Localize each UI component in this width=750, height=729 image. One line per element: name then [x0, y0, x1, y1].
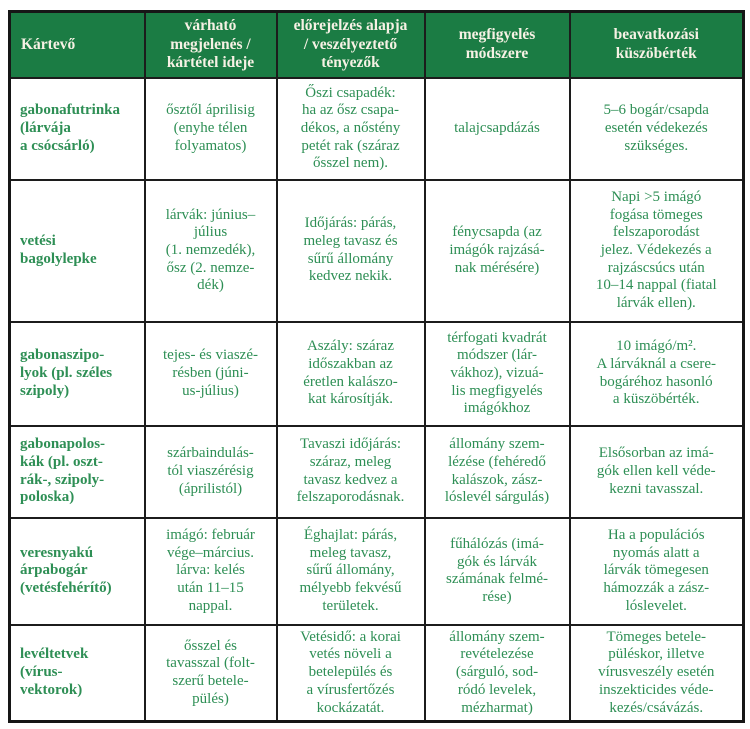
timing-cell: lárvák: június– július (1. nemzedék), ős…	[143, 178, 278, 323]
threshold-cell: Tömeges betele- püléskor, illetve vírusv…	[568, 623, 745, 723]
pest-name-cell: levéltetvek (vírus- vektorok)	[8, 623, 146, 723]
threshold-cell: 5–6 bogár/csapda esetén védekezés szüksé…	[568, 76, 745, 181]
observation-cell: fénycsapda (az imágók rajzásá- nak mérés…	[423, 178, 571, 323]
observation-cell: fűhálózás (imá- gók és lárvák számának f…	[423, 516, 571, 626]
pest-forecast-table: Kártevő várható megjelenés / kártétel id…	[8, 10, 745, 724]
header-threshold-column: beavatkozási küszöbérték	[568, 10, 745, 79]
threshold-cell: Napi >5 imágó fogása tömeges felszaporod…	[568, 178, 745, 323]
timing-cell: tejes- és viaszé- résben (júni- us-júliu…	[143, 320, 278, 427]
forecast-cell: Vetésidő: a korai vetés növeli a betelep…	[275, 623, 426, 723]
table-row: veresnyakú árpabogár (vetésfehérítő) imá…	[8, 516, 745, 626]
table-row: gabonaszipo- lyok (pl. széles szipoly) t…	[8, 320, 745, 427]
header-timing-column: várható megjelenés / kártétel ideje	[143, 10, 278, 79]
header-row: Kártevő várható megjelenés / kártétel id…	[8, 10, 745, 79]
header-pest-column: Kártevő	[8, 10, 146, 79]
timing-cell: ősszel és tavasszal (folt- szerű betele-…	[143, 623, 278, 723]
table-row: gabonafutrinka (lárvája a csócsárló) ősz…	[8, 76, 745, 181]
observation-cell: talajcsapdázás	[423, 76, 571, 181]
threshold-cell: 10 imágó/m². A lárváknál a csere- bogáré…	[568, 320, 745, 427]
observation-cell: térfogati kvadrát módszer (lár- vákhoz),…	[423, 320, 571, 427]
table-row: vetési bagolylepke lárvák: június– júliu…	[8, 178, 745, 323]
forecast-cell: Aszály: száraz időszakban az éretlen kal…	[275, 320, 426, 427]
pest-name-cell: veresnyakú árpabogár (vetésfehérítő)	[8, 516, 146, 626]
pest-name-cell: gabonapolos- kák (pl. oszt- rák-, szipol…	[8, 424, 146, 519]
header-forecast-column: előrejelzés alapja / veszélyeztető ténye…	[275, 10, 426, 79]
pest-name-cell: gabonafutrinka (lárvája a csócsárló)	[8, 76, 146, 181]
forecast-cell: Időjárás: párás, meleg tavasz és sűrű ál…	[275, 178, 426, 323]
forecast-cell: Éghajlat: párás, meleg tavasz, sűrű állo…	[275, 516, 426, 626]
table-row: gabonapolos- kák (pl. oszt- rák-, szipol…	[8, 424, 745, 519]
table-row: levéltetvek (vírus- vektorok) ősszel és …	[8, 623, 745, 723]
observation-cell: állomány szem- revételezése (sárguló, so…	[423, 623, 571, 723]
threshold-cell: Elsősorban az imá- gók ellen kell véde- …	[568, 424, 745, 519]
pest-name-cell: vetési bagolylepke	[8, 178, 146, 323]
threshold-cell: Ha a populációs nyomás alatt a lárvák tö…	[568, 516, 745, 626]
timing-cell: ősztől áprilisig (enyhe télen folyamatos…	[143, 76, 278, 181]
forecast-cell: Tavaszi időjárás: száraz, meleg tavasz k…	[275, 424, 426, 519]
forecast-cell: Őszi csapadék: ha az ősz csapa- dékos, a…	[275, 76, 426, 181]
timing-cell: imágó: február vége–március. lárva: kelé…	[143, 516, 278, 626]
pest-name-cell: gabonaszipo- lyok (pl. széles szipoly)	[8, 320, 146, 427]
header-observation-column: megfigyelés módszere	[423, 10, 571, 79]
timing-cell: szárbaindulás- tól viaszérésig (áprilist…	[143, 424, 278, 519]
observation-cell: állomány szem- lézése (fehéredő kalászok…	[423, 424, 571, 519]
